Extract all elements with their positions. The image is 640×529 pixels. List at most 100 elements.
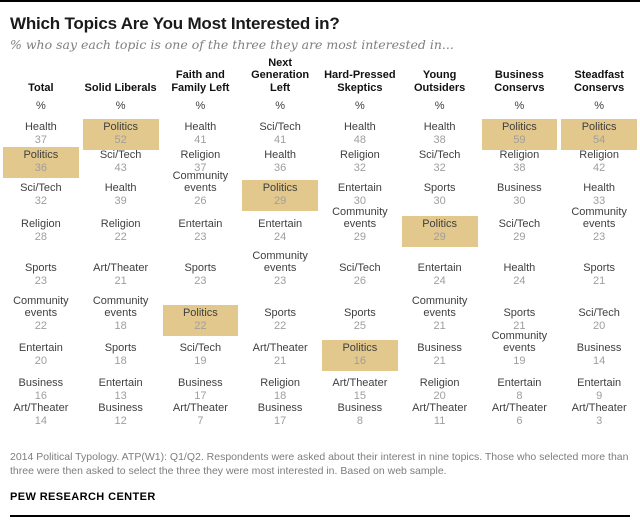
- topic-label: Politics: [342, 342, 378, 354]
- topic-value: 25: [353, 320, 366, 332]
- topic-label: Politics: [501, 121, 537, 133]
- topic-value: 15: [353, 390, 366, 402]
- topic-value: 26: [194, 195, 207, 207]
- cell-content: Health 38: [402, 119, 478, 150]
- table-cell: Entertain 24: [400, 247, 480, 291]
- topic-label: Art/Theater: [252, 342, 308, 354]
- topic-label: Community events: [411, 295, 468, 319]
- table-cell: Health 37: [1, 118, 81, 150]
- topic-value: 8: [356, 415, 363, 427]
- topic-value: 38: [433, 134, 446, 146]
- table-cell: Entertain 30: [320, 178, 400, 211]
- topic-value: 36: [274, 162, 287, 174]
- cell-content: Business 12: [83, 400, 159, 431]
- topic-label: Sci/Tech: [259, 121, 301, 133]
- topic-value: 18: [274, 390, 287, 402]
- table-cell: Sports 18: [81, 336, 161, 371]
- topic-label: Entertain: [98, 377, 143, 389]
- cell-content: Art/Theater 15: [322, 375, 398, 406]
- topic-value: 43: [114, 162, 127, 174]
- table-cell: Politics 29: [400, 211, 480, 247]
- cell-content: Entertain 8: [482, 375, 558, 406]
- table-cell: Politics 22: [161, 291, 241, 336]
- table-cell: Art/Theater 7: [161, 402, 241, 431]
- page-title: Which Topics Are You Most Interested in?: [10, 14, 340, 33]
- table-cell: Community events 26: [161, 170, 241, 211]
- topic-value: 42: [593, 162, 606, 174]
- topic-label: Health: [343, 121, 376, 133]
- cell-content: Art/Theater 3: [561, 400, 637, 431]
- topic-label: Politics: [103, 121, 139, 133]
- topic-value: 14: [593, 355, 606, 367]
- topic-value: 11: [433, 415, 446, 427]
- cell-content: Health 36: [242, 147, 318, 178]
- cell-content: Sports 21: [482, 305, 558, 336]
- cell-content: Business 21: [402, 340, 478, 371]
- cell-content: Sports 30: [402, 180, 478, 211]
- table-cell: Sci/Tech 19: [161, 336, 241, 371]
- percent-symbol: %: [514, 100, 525, 112]
- table-cell: Art/Theater 11: [400, 402, 480, 431]
- table-cell: Art/Theater 21: [81, 247, 161, 291]
- topic-value: 9: [596, 390, 603, 402]
- topic-value: 22: [194, 320, 207, 332]
- cell-content: Religion 38: [482, 147, 558, 178]
- cell-content: Religion 20: [402, 375, 478, 406]
- topic-value: 22: [274, 320, 287, 332]
- table-cell: Religion 28: [1, 211, 81, 247]
- source-note: 2014 Political Typology. ATP(W1): Q1/Q2.…: [10, 451, 629, 477]
- topic-value: 14: [34, 415, 47, 427]
- cell-content: Sci/Tech 32: [3, 180, 79, 211]
- column-header-business-conservs: Business Conservs: [494, 69, 545, 94]
- cell-content: Business 16: [3, 375, 79, 406]
- topic-label: Community events: [332, 206, 388, 230]
- topic-label: Business: [337, 402, 383, 414]
- topic-label: Business: [18, 377, 64, 389]
- highlighted-cell: Politics 16: [322, 340, 398, 371]
- topic-label: Health: [583, 182, 616, 194]
- table-cell: Politics 54: [559, 118, 639, 150]
- topic-label: Health: [104, 182, 137, 194]
- cell-content: Community events 18: [83, 293, 159, 336]
- topic-label: Entertain: [497, 377, 542, 389]
- table-cell: Community events 29: [320, 206, 400, 247]
- bottom-divider: [10, 515, 630, 517]
- topic-label: Community events: [491, 330, 548, 354]
- topic-value: 36: [34, 162, 47, 174]
- topic-value: 32: [353, 162, 366, 174]
- cell-content: Sci/Tech 41: [242, 119, 318, 150]
- topic-label: Sci/Tech: [99, 149, 142, 161]
- cell-content: Sports 25: [322, 305, 398, 336]
- cell-content: Community events 19: [482, 328, 558, 371]
- topic-value: 41: [274, 134, 287, 146]
- report-figure: Which Topics Are You Most Interested in?…: [0, 13, 640, 517]
- topic-label: Business: [576, 342, 622, 354]
- cell-content: Community events 21: [402, 293, 478, 336]
- topic-value: 19: [513, 355, 526, 367]
- table-cell: Business 30: [480, 178, 560, 211]
- table-cell: Business 14: [559, 336, 639, 371]
- cell-content: Art/Theater 6: [482, 400, 558, 431]
- topic-label: Sports: [24, 262, 57, 274]
- table-cell: Entertain 13: [81, 371, 161, 406]
- table-cell: Health 39: [81, 178, 161, 211]
- topic-label: Entertain: [178, 218, 223, 230]
- cell-content: Sports 22: [242, 305, 318, 336]
- table-cell: Sci/Tech 32: [400, 149, 480, 178]
- highlighted-cell: Politics 29: [401, 216, 478, 247]
- cell-content: Health 33: [561, 180, 637, 211]
- highlighted-cell: Politics 52: [82, 119, 159, 150]
- topic-value: 30: [513, 195, 526, 207]
- topic-label: Religion: [340, 149, 380, 161]
- table-cell: Art/Theater 14: [1, 402, 81, 431]
- table-cell: Health 33: [559, 178, 639, 211]
- table-cell: Sci/Tech 29: [480, 211, 560, 247]
- table-cell: Business 8: [320, 402, 400, 431]
- topic-value: 23: [194, 231, 207, 243]
- topic-label: Sports: [583, 262, 616, 274]
- cell-content: Community events 23: [561, 204, 637, 247]
- topic-label: Community events: [92, 295, 149, 319]
- topic-label: Business: [178, 377, 223, 389]
- topic-label: Community events: [172, 170, 229, 194]
- table-cell: Sports 22: [240, 291, 320, 336]
